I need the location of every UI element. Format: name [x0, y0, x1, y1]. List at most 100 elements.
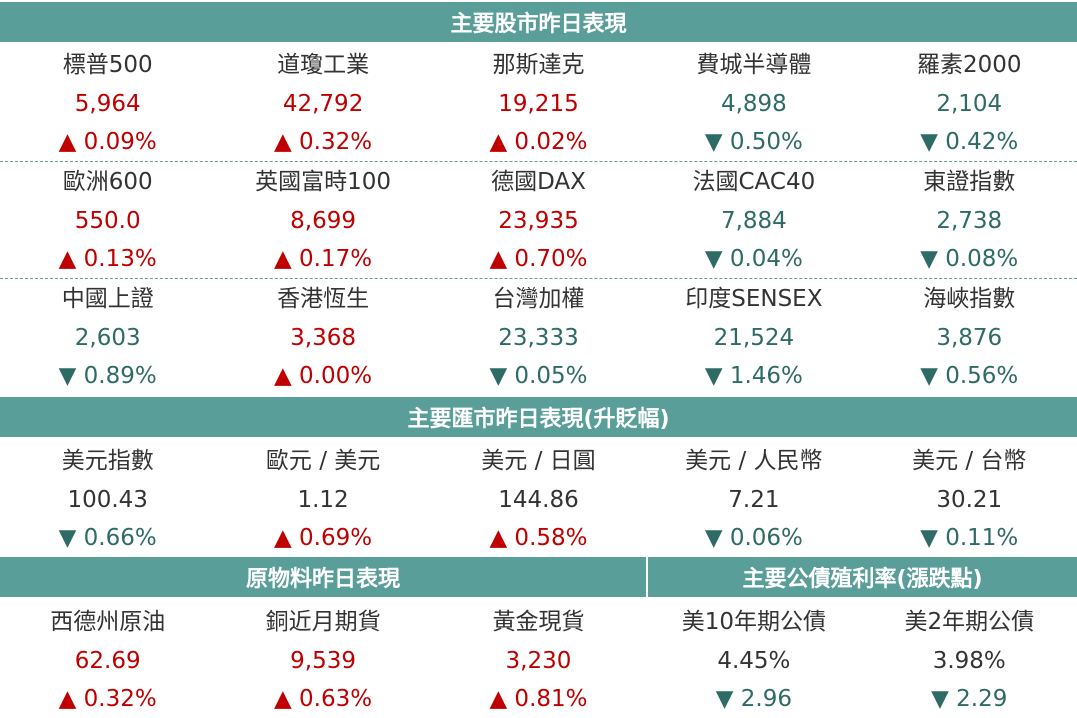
stocks-row-1: 標普500 5,964 ▲ 0.09% 道瓊工業 42,792 ▲ 0.32% 那斯達克…: [0, 48, 1077, 162]
stock-value: 3,876: [936, 325, 1003, 351]
stock-cell: 歐洲600 550.0 ▲ 0.13%: [0, 165, 215, 279]
stock-value: 7,884: [720, 208, 787, 234]
stock-change: ▲ 0.70%: [489, 246, 588, 272]
fx-change: ▼ 0.06%: [704, 525, 803, 551]
stock-value: 19,215: [498, 91, 579, 117]
stock-value: 23,935: [498, 208, 579, 234]
fx-value: 7.21: [728, 487, 780, 513]
stock-name: 香港恆生: [277, 286, 370, 312]
stock-change: ▲ 0.13%: [58, 246, 157, 272]
fx-change: ▲ 0.58%: [489, 525, 588, 551]
stock-cell: 羅素2000 2,104 ▼ 0.42%: [862, 48, 1077, 162]
fx-name: 美元 / 日圓: [481, 448, 596, 474]
commodity-cell: 西德州原油 62.69 ▲ 0.32%: [0, 605, 215, 718]
stock-name: 海峽指數: [923, 286, 1016, 312]
commodity-value: 62.69: [74, 648, 141, 674]
stock-name: 中國上證: [61, 286, 154, 312]
stock-name: 東證指數: [923, 169, 1016, 195]
stock-change: ▲ 0.17%: [274, 246, 373, 272]
fx-cell: 美元 / 日圓 144.86 ▲ 0.58%: [431, 444, 646, 558]
stock-cell: 香港恆生 3,368 ▲ 0.00%: [215, 282, 430, 396]
stock-name: 印度SENSEX: [685, 286, 823, 312]
stock-cell: 道瓊工業 42,792 ▲ 0.32%: [215, 48, 430, 162]
stock-change: ▼ 0.89%: [58, 363, 157, 389]
stock-value: 2,104: [936, 91, 1003, 117]
bonds-header: 主要公債殖利率(漲跌點): [648, 557, 1077, 597]
stock-change: ▲ 0.02%: [489, 129, 588, 155]
fx-cell: 歐元 / 美元 1.12 ▲ 0.69%: [215, 444, 430, 558]
stock-value: 550.0: [74, 208, 141, 234]
fx-title: 主要匯市昨日表現(升貶幅): [407, 407, 670, 432]
stock-cell: 台灣加權 23,333 ▼ 0.05%: [431, 282, 646, 396]
bond-cell: 美2年期公債 3.98% ▼ 2.29: [862, 605, 1077, 718]
commodities-bonds-row: 西德州原油 62.69 ▲ 0.32% 銅近月期貨 9,539 ▲ 0.63% 黃金現貨…: [0, 605, 1077, 718]
stock-cell: 中國上證 2,603 ▼ 0.89%: [0, 282, 215, 396]
stock-cell: 德國DAX 23,935 ▲ 0.70%: [431, 165, 646, 279]
fx-name: 美元 / 台幣: [912, 448, 1027, 474]
stocks-title: 主要股市昨日表現: [450, 12, 627, 37]
stock-value: 2,603: [74, 325, 141, 351]
fx-name: 歐元 / 美元: [265, 448, 381, 474]
stock-cell: 標普500 5,964 ▲ 0.09%: [0, 48, 215, 162]
stock-change: ▼ 0.42%: [920, 129, 1019, 155]
stock-name: 那斯達克: [492, 52, 585, 78]
fx-cell: 美元指數 100.43 ▼ 0.66%: [0, 444, 215, 558]
stock-value: 8,699: [290, 208, 357, 234]
row-divider: [0, 161, 1077, 162]
commodity-name: 黃金現貨: [492, 609, 585, 635]
stock-change: ▲ 0.09%: [58, 129, 157, 155]
stocks-row-2: 歐洲600 550.0 ▲ 0.13% 英國富時100 8,699 ▲ 0.17% 德國…: [0, 165, 1077, 279]
commodity-change: ▲ 0.63%: [274, 686, 373, 712]
stock-change: ▼ 0.08%: [920, 246, 1019, 272]
commodity-change: ▲ 0.32%: [58, 686, 157, 712]
stock-cell: 法國CAC40 7,884 ▼ 0.04%: [646, 165, 861, 279]
commodity-cell: 黃金現貨 3,230 ▲ 0.81%: [431, 605, 646, 718]
commodity-value: 3,230: [505, 648, 572, 674]
stock-change: ▼ 0.04%: [704, 246, 803, 272]
stock-name: 法國CAC40: [692, 169, 816, 195]
commodity-change: ▲ 0.81%: [489, 686, 588, 712]
stock-change: ▲ 0.32%: [274, 129, 373, 155]
stock-change: ▲ 0.00%: [274, 363, 373, 389]
stock-value: 4,898: [720, 91, 787, 117]
stock-cell: 東證指數 2,738 ▼ 0.08%: [862, 165, 1077, 279]
stock-cell: 那斯達克 19,215 ▲ 0.02%: [431, 48, 646, 162]
stocks-header: 主要股市昨日表現: [0, 2, 1077, 42]
stock-value: 5,964: [74, 91, 141, 117]
bond-name: 美10年期公債: [681, 609, 826, 635]
fx-value: 144.86: [498, 487, 579, 513]
stock-change: ▼ 0.50%: [704, 129, 803, 155]
fx-row: 美元指數 100.43 ▼ 0.66% 歐元 / 美元 1.12 ▲ 0.69% 美元 …: [0, 444, 1077, 558]
stock-change: ▼ 0.56%: [920, 363, 1019, 389]
stock-name: 羅素2000: [916, 52, 1022, 78]
fx-change: ▲ 0.69%: [274, 525, 373, 551]
stock-change: ▼ 1.46%: [704, 363, 803, 389]
stock-value: 2,738: [936, 208, 1003, 234]
commodities-header: 原物料昨日表現: [0, 557, 646, 597]
stock-name: 台灣加權: [492, 286, 585, 312]
stock-cell: 海峽指數 3,876 ▼ 0.56%: [862, 282, 1077, 396]
fx-change: ▼ 0.66%: [58, 525, 157, 551]
commodity-name: 銅近月期貨: [265, 609, 381, 635]
stock-name: 費城半導體: [696, 52, 812, 78]
stock-value: 42,792: [282, 91, 364, 117]
stock-name: 歐洲600: [62, 169, 153, 195]
stock-name: 標普500: [62, 52, 153, 78]
stock-cell: 英國富時100 8,699 ▲ 0.17%: [215, 165, 430, 279]
fx-value: 30.21: [936, 487, 1003, 513]
stock-value: 21,524: [713, 325, 795, 351]
stock-name: 英國富時100: [255, 169, 392, 195]
commodity-name: 西德州原油: [50, 609, 166, 635]
stock-cell: 印度SENSEX 21,524 ▼ 1.46%: [646, 282, 861, 396]
stock-value: 3,368: [290, 325, 357, 351]
fx-name: 美元 / 人民幣: [685, 448, 823, 474]
bonds-title: 主要公債殖利率(漲跌點): [742, 567, 983, 592]
fx-value: 1.12: [297, 487, 349, 513]
bond-cell: 美10年期公債 4.45% ▼ 2.96: [646, 605, 861, 718]
row-divider: [0, 278, 1077, 279]
fx-name: 美元指數: [61, 448, 154, 474]
fx-cell: 美元 / 人民幣 7.21 ▼ 0.06%: [646, 444, 861, 558]
bond-change: ▼ 2.29: [931, 686, 1008, 712]
bond-name: 美2年期公債: [904, 609, 1035, 635]
commodity-value: 9,539: [290, 648, 357, 674]
